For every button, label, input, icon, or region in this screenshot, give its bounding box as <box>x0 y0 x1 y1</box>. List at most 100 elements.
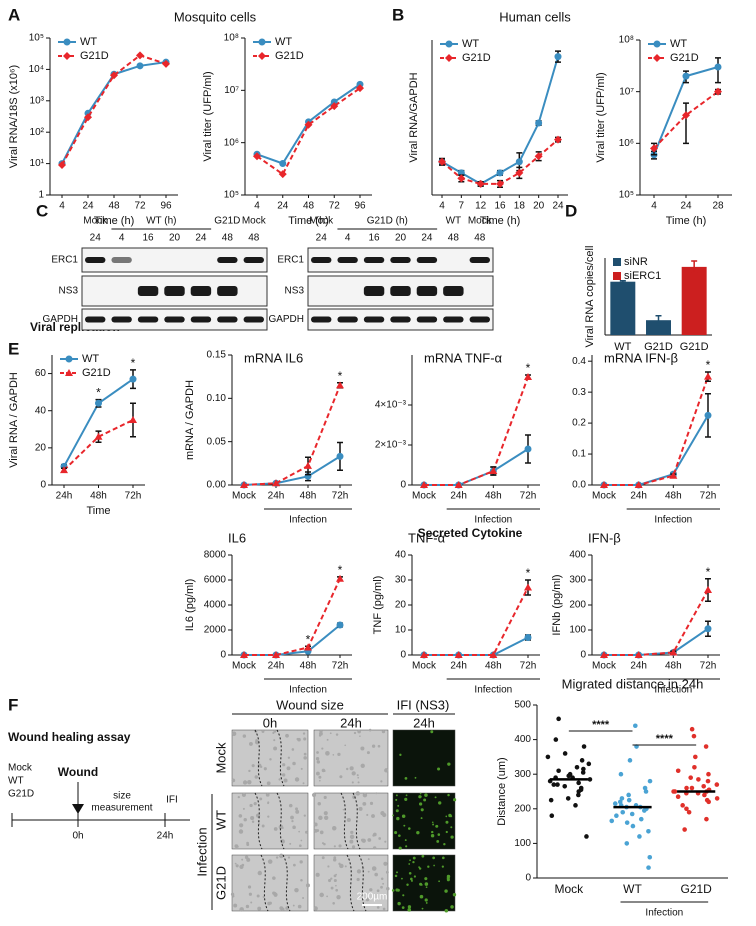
series-line <box>424 448 529 486</box>
texture <box>285 733 289 738</box>
texture <box>367 870 370 873</box>
texture <box>346 817 351 823</box>
x-tick-label: 12 <box>475 201 487 212</box>
blot-frame <box>81 247 268 273</box>
point <box>576 792 581 798</box>
chart-title: mRNA TNF-α <box>424 350 503 365</box>
significance: * <box>706 565 711 579</box>
y-tick-label: 0.2 <box>572 418 586 429</box>
texture <box>243 817 247 822</box>
texture <box>385 870 389 874</box>
x-tick-label: G21D <box>680 341 709 353</box>
stain <box>453 798 457 802</box>
y-axis-label: IFNb (pg/ml) <box>551 574 563 635</box>
point <box>626 792 631 798</box>
texture <box>357 776 360 779</box>
y-tick-label: 10⁷ <box>224 85 239 96</box>
legend-marker <box>63 52 71 60</box>
stain <box>395 794 398 797</box>
point <box>330 102 339 111</box>
bar <box>681 266 707 335</box>
point <box>693 754 698 760</box>
stain <box>419 795 422 798</box>
texture <box>332 858 337 862</box>
point <box>638 816 644 822</box>
micrograph <box>313 792 389 850</box>
y-axis-label: mRNA / GAPDH <box>184 380 196 460</box>
texture <box>380 780 383 783</box>
texture <box>380 885 383 889</box>
band <box>85 316 106 323</box>
band <box>443 316 464 323</box>
point <box>684 806 689 812</box>
point <box>60 466 68 474</box>
scale-label: 200µm <box>357 892 388 903</box>
point <box>619 796 625 801</box>
y-tick-label: 10⁸ <box>224 33 239 44</box>
legend-label: WT <box>82 353 99 365</box>
texture <box>275 856 279 859</box>
stain <box>450 835 454 839</box>
point <box>420 651 428 658</box>
significance: * <box>131 356 136 370</box>
texture <box>287 756 291 759</box>
texture <box>256 894 260 898</box>
texture <box>349 839 354 844</box>
point <box>682 72 690 80</box>
texture <box>248 892 252 896</box>
stain <box>407 905 412 909</box>
point <box>624 820 630 825</box>
x-tick-label: 72h <box>125 491 142 502</box>
stain <box>412 856 416 860</box>
texture <box>365 897 370 902</box>
point <box>545 754 551 760</box>
texture <box>272 876 276 880</box>
wound-edge <box>276 729 285 787</box>
point <box>703 744 709 749</box>
stain <box>418 867 422 870</box>
texture <box>278 824 284 830</box>
x-tick-label: 24 <box>552 201 564 212</box>
point <box>689 726 695 732</box>
texture <box>273 746 278 751</box>
stain <box>427 865 430 868</box>
heading: Human cells <box>499 9 571 24</box>
texture <box>315 757 320 761</box>
lane-label: 48 <box>248 233 260 244</box>
texture <box>357 781 360 784</box>
texture <box>330 886 334 890</box>
point <box>617 799 623 805</box>
point <box>58 161 66 170</box>
heading: Mosquito cells <box>174 9 257 24</box>
y-tick-label: 200 <box>569 600 586 611</box>
x-tick-label: 72h <box>700 491 717 502</box>
band <box>137 286 159 296</box>
stain <box>449 815 453 818</box>
stain <box>443 843 446 846</box>
stain <box>395 809 399 813</box>
band <box>311 316 332 323</box>
point <box>600 481 608 488</box>
stain <box>395 871 398 874</box>
lane-label: 48 <box>222 233 234 244</box>
texture <box>380 811 385 816</box>
stain <box>424 898 428 902</box>
texture <box>366 751 370 755</box>
texture <box>230 892 235 897</box>
texture <box>267 901 271 906</box>
band <box>416 286 438 296</box>
band <box>416 257 438 263</box>
x-tick-label: 24 <box>680 201 692 212</box>
stain <box>407 908 412 912</box>
texture <box>372 832 377 837</box>
texture <box>267 802 270 805</box>
band <box>111 316 132 323</box>
texture <box>265 792 270 797</box>
lane-label: 24 <box>90 233 102 244</box>
texture <box>333 878 337 883</box>
texture <box>366 813 369 817</box>
point <box>110 71 118 80</box>
point <box>692 764 697 770</box>
point <box>496 169 504 177</box>
stain <box>420 883 423 886</box>
